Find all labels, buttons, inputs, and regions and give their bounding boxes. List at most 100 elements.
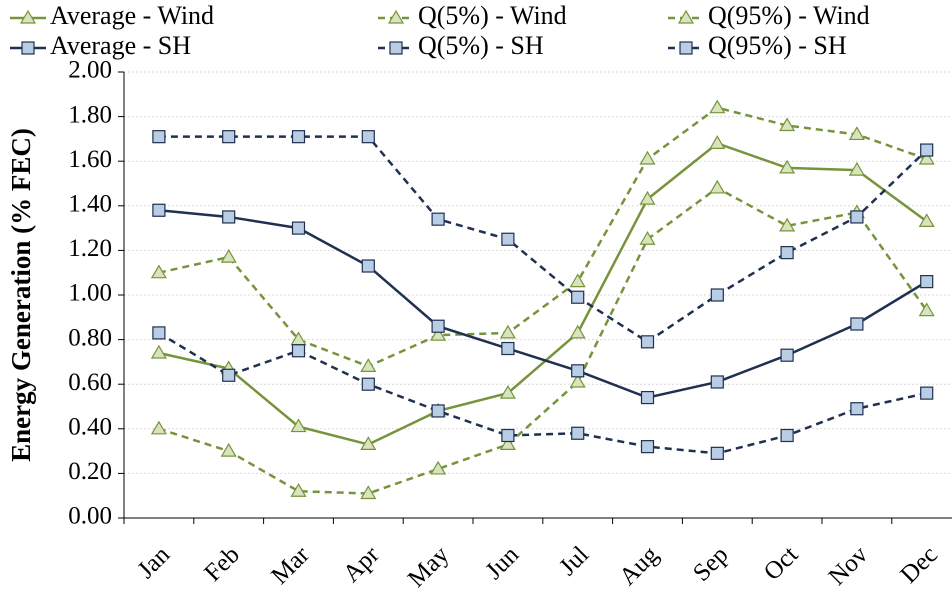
data-point: [152, 326, 166, 340]
x-tick-label: Mar: [266, 541, 315, 590]
data-point: [431, 404, 445, 418]
data-point: [918, 213, 935, 228]
legend-marker: [677, 9, 695, 24]
data-point: [360, 436, 377, 451]
data-point: [850, 317, 864, 331]
x-tick-label: Sep: [688, 541, 734, 587]
data-point: [780, 348, 794, 362]
legend-marker: [21, 41, 35, 55]
data-point: [710, 288, 724, 302]
legend-marker: [19, 9, 37, 24]
data-point: [291, 344, 306, 358]
series-line: [158, 186, 928, 495]
data-point: [569, 373, 586, 388]
data-point: [639, 150, 656, 165]
data-point: [918, 302, 935, 317]
series-line: [158, 141, 928, 446]
x-tick-label: Dec: [895, 541, 943, 589]
y-tick-label: 0.20: [68, 458, 112, 485]
legend-label: Q(5%) - Wind: [418, 1, 567, 30]
data-point: [639, 190, 656, 205]
data-point: [569, 324, 586, 339]
data-point: [501, 341, 515, 356]
legend-label: Average - Wind: [50, 1, 214, 30]
legend-label: Q(95%) - Wind: [708, 1, 870, 30]
data-point: [360, 485, 377, 500]
data-point: [291, 130, 306, 144]
x-tick-label: Jun: [481, 541, 525, 585]
data-point: [709, 179, 726, 194]
data-point: [220, 442, 237, 457]
y-tick-label: 0.00: [68, 503, 112, 530]
data-point: [848, 126, 865, 141]
data-point: [361, 130, 375, 144]
x-tick-label: Apr: [338, 541, 385, 588]
data-point: [222, 130, 236, 144]
data-point: [640, 440, 655, 454]
x-tick-label: Oct: [759, 541, 804, 586]
y-tick-label: 1.60: [68, 146, 112, 173]
data-point: [571, 426, 585, 440]
data-point: [222, 210, 236, 224]
data-point: [920, 386, 934, 400]
data-point: [710, 375, 724, 389]
x-tick-label: May: [403, 541, 455, 593]
legend-label: Average - SH: [50, 31, 191, 60]
y-tick-label: 1.40: [68, 191, 112, 218]
data-point: [290, 483, 307, 497]
x-tick-label: Nov: [824, 541, 874, 591]
data-point: [361, 259, 375, 273]
data-point: [640, 335, 655, 349]
y-tick-label: 2.00: [68, 57, 112, 84]
data-point: [222, 368, 236, 382]
y-tick-label: 1.80: [68, 101, 112, 128]
data-point: [291, 221, 306, 235]
x-tick-label: Feb: [199, 541, 245, 587]
y-tick-label: 1.00: [68, 280, 112, 307]
y-tick-label: 0.80: [68, 324, 112, 351]
data-point: [150, 264, 167, 279]
data-point: [709, 99, 726, 114]
data-point: [501, 428, 515, 443]
data-point: [779, 217, 796, 232]
y-tick-label: 0.60: [68, 369, 112, 396]
series-line: [158, 331, 927, 455]
data-point: [150, 420, 167, 435]
x-tick-label: Aug: [614, 541, 664, 591]
data-point: [850, 402, 864, 416]
data-point: [779, 117, 796, 132]
legend-marker: [387, 9, 405, 24]
data-point: [499, 384, 516, 399]
data-point: [569, 273, 586, 288]
legend-label: Q(5%) - SH: [418, 31, 544, 60]
data-point: [499, 436, 516, 451]
data-point: [499, 324, 516, 339]
data-point: [152, 130, 166, 144]
data-point: [501, 232, 515, 246]
data-point: [571, 290, 585, 304]
data-point: [361, 377, 375, 391]
data-point: [848, 161, 865, 176]
x-tick-label: Jul: [554, 541, 594, 581]
data-point: [779, 159, 796, 174]
data-point: [709, 135, 726, 149]
series-line: [158, 106, 928, 368]
data-point: [150, 344, 167, 359]
data-point: [780, 246, 794, 260]
y-tick-label: 1.20: [68, 235, 112, 262]
data-point: [571, 364, 585, 378]
data-point: [430, 326, 447, 341]
legend-marker: [389, 41, 403, 55]
data-point: [850, 210, 864, 224]
legend-label: Q(95%) - SH: [708, 31, 847, 60]
data-point: [640, 390, 655, 405]
data-point: [920, 143, 934, 157]
series-line: [158, 209, 928, 399]
x-tick-label: Jan: [133, 541, 176, 584]
data-point: [220, 248, 237, 263]
data-point: [918, 150, 935, 165]
data-point: [290, 418, 307, 433]
y-tick-label: 0.40: [68, 414, 112, 441]
